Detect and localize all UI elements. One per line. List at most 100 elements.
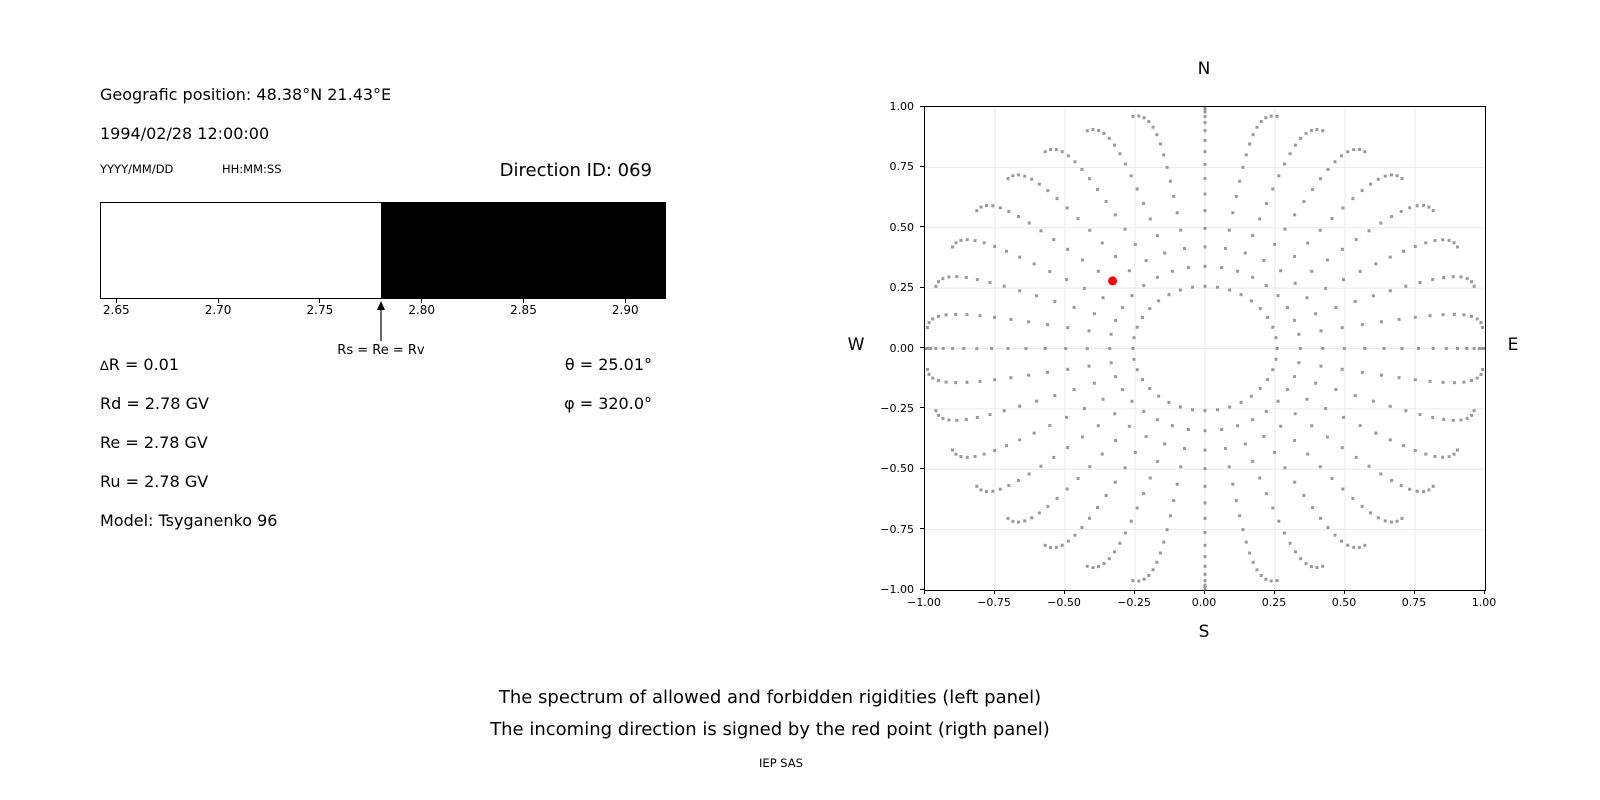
direction-dot bbox=[1397, 376, 1401, 380]
direction-dot bbox=[1388, 404, 1392, 408]
direction-dot bbox=[1227, 228, 1231, 232]
date-format-label: YYYY/MM/DD bbox=[100, 162, 174, 176]
direction-dot bbox=[1353, 394, 1357, 398]
direction-dot bbox=[1259, 573, 1263, 577]
direction-dot bbox=[1310, 424, 1314, 428]
rigidity-spectrum-plot bbox=[100, 202, 666, 299]
y-tick-label: −0.75 bbox=[880, 522, 914, 536]
direction-dot bbox=[1400, 516, 1404, 520]
direction-dot bbox=[1258, 476, 1262, 480]
x-tick bbox=[993, 590, 995, 594]
direction-dot bbox=[1326, 167, 1330, 171]
direction-dot bbox=[1354, 238, 1358, 242]
direction-dot bbox=[979, 205, 983, 209]
direction-dot bbox=[1107, 136, 1111, 140]
direction-dot bbox=[1286, 388, 1290, 392]
direction-dot bbox=[1452, 381, 1456, 385]
direction-dot bbox=[1444, 347, 1448, 350]
direction-dot bbox=[1319, 177, 1323, 181]
direction-dot bbox=[936, 413, 940, 417]
direction-dot bbox=[1163, 442, 1167, 446]
direction-dot bbox=[1452, 452, 1456, 456]
direction-dot bbox=[1168, 179, 1172, 183]
direction-dot bbox=[1186, 427, 1190, 431]
direction-dot bbox=[1360, 504, 1364, 508]
direction-dot bbox=[1319, 329, 1323, 333]
direction-dot bbox=[1472, 409, 1476, 413]
direction-dot bbox=[1018, 289, 1022, 293]
direction-dot bbox=[1400, 177, 1404, 181]
direction-dot bbox=[954, 452, 958, 456]
direction-dot bbox=[1123, 162, 1127, 166]
direction-dot bbox=[1244, 540, 1248, 544]
direction-dot bbox=[1030, 516, 1034, 520]
direction-dot bbox=[1482, 347, 1485, 350]
direction-dot bbox=[1109, 361, 1113, 365]
direction-dot bbox=[1082, 407, 1086, 411]
direction-dot bbox=[1016, 215, 1020, 219]
direction-dot bbox=[1027, 221, 1031, 225]
direction-plot-svg bbox=[925, 107, 1485, 590]
y-tick-label: 0.00 bbox=[889, 341, 915, 355]
direction-dot bbox=[1346, 150, 1350, 154]
direction-dot bbox=[1035, 399, 1039, 403]
direction-dot bbox=[947, 418, 951, 422]
direction-dot bbox=[1203, 467, 1207, 471]
direction-dot bbox=[1274, 336, 1278, 340]
direction-dot bbox=[1415, 489, 1419, 493]
direction-dot bbox=[988, 280, 992, 284]
direction-dot bbox=[1416, 347, 1420, 350]
x-tick-label: −0.75 bbox=[977, 596, 1011, 609]
direction-dot bbox=[1415, 204, 1419, 208]
direction-dot bbox=[1162, 540, 1166, 544]
direction-dot bbox=[1144, 434, 1148, 438]
compass-east-label: E bbox=[1507, 335, 1519, 355]
direction-dot bbox=[1334, 388, 1338, 392]
direction-dot bbox=[1238, 514, 1242, 518]
direction-dot bbox=[1258, 307, 1262, 311]
y-tick-label: −1.00 bbox=[880, 583, 914, 596]
direction-dot bbox=[1340, 367, 1344, 371]
direction-dot bbox=[1011, 174, 1015, 178]
direction-dot bbox=[1203, 587, 1207, 590]
spectrum-x-tick-label: 2.80 bbox=[408, 303, 436, 317]
direction-dot bbox=[1319, 364, 1323, 368]
direction-dot bbox=[1374, 431, 1378, 435]
direction-dot bbox=[988, 413, 992, 417]
direction-dot bbox=[1231, 211, 1235, 215]
direction-dot bbox=[1248, 142, 1252, 146]
direction-dot bbox=[1054, 148, 1058, 152]
y-tick bbox=[920, 165, 924, 167]
direction-dot bbox=[1018, 255, 1022, 259]
direction-dot bbox=[1027, 320, 1031, 324]
direction-dot bbox=[1005, 249, 1009, 253]
x-tick bbox=[1483, 590, 1485, 594]
direction-dot bbox=[955, 275, 959, 279]
y-tick-label: 0.50 bbox=[889, 220, 915, 234]
spectrum-x-tick-label: 2.90 bbox=[611, 303, 639, 317]
direction-dot bbox=[927, 321, 931, 325]
direction-dot bbox=[1452, 241, 1456, 245]
direction-dot bbox=[1315, 566, 1319, 570]
direction-dot bbox=[1399, 484, 1403, 488]
direction-dot bbox=[929, 347, 933, 350]
direction-dot bbox=[1424, 452, 1428, 456]
y-tick-label: 0.25 bbox=[889, 281, 915, 295]
direction-dot bbox=[1104, 493, 1108, 497]
y-tick bbox=[920, 467, 924, 469]
direction-dot bbox=[1081, 258, 1085, 262]
direction-dot bbox=[1277, 174, 1281, 178]
direction-dot bbox=[973, 239, 977, 243]
direction-dot bbox=[1249, 299, 1253, 303]
direction-dot bbox=[1227, 465, 1231, 469]
direction-dot bbox=[1096, 269, 1100, 273]
direction-dot bbox=[1428, 314, 1432, 318]
direction-dot bbox=[1297, 361, 1301, 365]
direction-dot bbox=[1186, 266, 1190, 270]
direction-dot bbox=[1447, 238, 1451, 242]
direction-dot bbox=[1305, 296, 1309, 300]
y-tick-label: 1.00 bbox=[889, 100, 915, 113]
credit-text: IEP SAS bbox=[759, 756, 803, 770]
direction-dot bbox=[1066, 326, 1070, 330]
direction-dot bbox=[1342, 347, 1346, 350]
